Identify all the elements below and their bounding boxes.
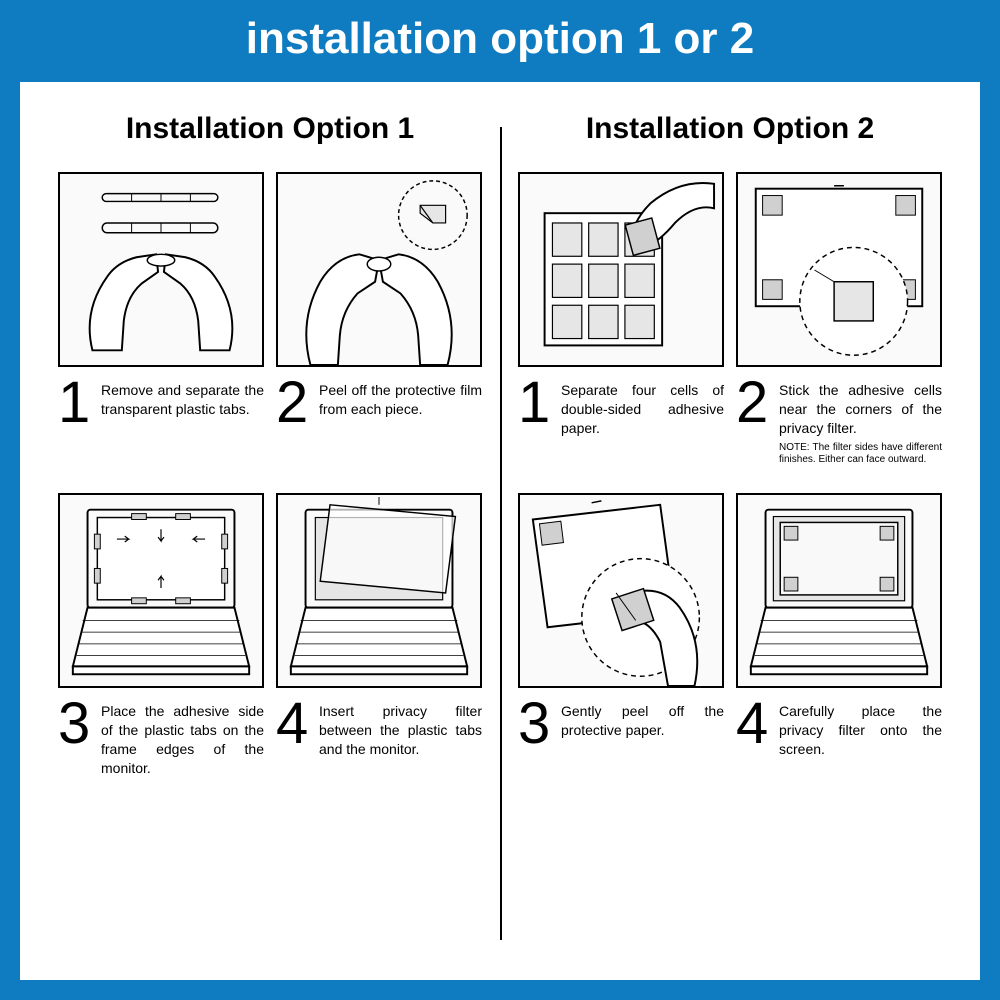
- step-description: Carefully place the privacy filter onto …: [779, 696, 942, 759]
- option2-column: Installation Option 2: [500, 112, 960, 940]
- option2-step3-text: 3 Gently peel off the protective paper.: [518, 696, 724, 806]
- option1-step4-text: 4 Insert privacy filter between the plas…: [276, 696, 482, 806]
- content-panel: Installation Option 1: [20, 82, 980, 980]
- step-number: 2: [276, 375, 312, 430]
- option1-title: Installation Option 1: [58, 112, 482, 146]
- option2-title: Installation Option 2: [518, 112, 942, 146]
- step-note: NOTE: The filter sides have different fi…: [779, 442, 942, 466]
- option2-grid: 1 Separate four cells of double-sided ad…: [518, 172, 942, 806]
- step-description: Insert privacy filter between the plasti…: [319, 696, 482, 759]
- option1-step2-text: 2 Peel off the protective film from each…: [276, 375, 482, 485]
- option1-grid: 1 Remove and separate the transparent pl…: [58, 172, 482, 806]
- step-description: Peel off the protective film from each p…: [319, 375, 482, 419]
- option1-column: Installation Option 1: [40, 112, 500, 940]
- option1-step3-text: 3 Place the adhesive side of the plastic…: [58, 696, 264, 806]
- step-number: 4: [276, 696, 312, 751]
- step-number: 4: [736, 696, 772, 751]
- option2-step1-image: [518, 172, 724, 367]
- option2-step2-text: 2 Stick the adhesive cells near the corn…: [736, 375, 942, 485]
- option1-step1-text: 1 Remove and separate the transparent pl…: [58, 375, 264, 485]
- option1-step3-image: [58, 493, 264, 688]
- step-number: 3: [518, 696, 554, 751]
- option1-step1-image: [58, 172, 264, 367]
- step-number: 3: [58, 696, 94, 751]
- step-description: Gently peel off the protective paper.: [561, 696, 724, 740]
- option2-step4-image: [736, 493, 942, 688]
- step-description: Stick the adhesive cells near the corner…: [779, 375, 942, 438]
- step-description: Remove and separate the transparent plas…: [101, 375, 264, 419]
- option2-step3-image: [518, 493, 724, 688]
- option1-step4-image: [276, 493, 482, 688]
- option2-step4-text: 4 Carefully place the privacy filter ont…: [736, 696, 942, 806]
- step-description: Place the adhesive side of the plastic t…: [101, 696, 264, 778]
- step-number: 2: [736, 375, 772, 430]
- step-number: 1: [518, 375, 554, 430]
- option2-step1-text: 1 Separate four cells of double-sided ad…: [518, 375, 724, 485]
- step-description: Separate four cells of double-sided adhe…: [561, 375, 724, 438]
- page-title: installation option 1 or 2: [0, 0, 1000, 82]
- column-divider: [500, 127, 502, 940]
- step-number: 1: [58, 375, 94, 430]
- option1-step2-image: [276, 172, 482, 367]
- option2-step2-image: [736, 172, 942, 367]
